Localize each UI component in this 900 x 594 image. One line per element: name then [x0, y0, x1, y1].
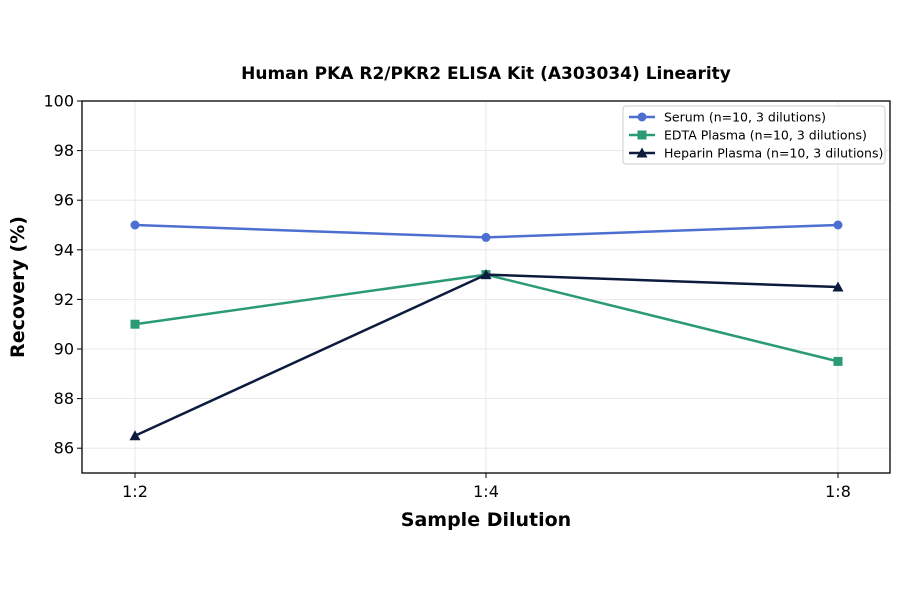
y-tick-label: 92 [54, 290, 74, 309]
legend-marker-heparin-plasma [636, 147, 648, 158]
series-line-heparin-plasma [134, 273, 839, 437]
x-axis-ticks: 1:2 1:4 1:8 [122, 473, 851, 501]
series-heparin-plasma [129, 269, 844, 441]
legend: Serum (n=10, 3 dilutions) EDTA Plasma (n=… [622, 105, 886, 165]
y-tick-label: 90 [54, 340, 74, 359]
y-axis-label: Recovery (%) [7, 216, 29, 358]
y-axis-ticks: 86 88 90 92 94 96 98 100 [43, 92, 82, 458]
legend-marker-serum [637, 112, 647, 122]
data-point-serum [833, 220, 843, 230]
x-tick-label: 1:4 [473, 482, 499, 501]
legend-label-serum: Serum (n=10, 3 dilutions) [664, 110, 826, 125]
data-point-edta-plasma [833, 356, 843, 366]
data-point-heparin-plasma [129, 430, 141, 441]
series-serum [130, 220, 843, 242]
y-tick-label: 100 [43, 92, 74, 111]
series-group [129, 220, 844, 441]
y-tick-label: 98 [54, 141, 74, 160]
y-tick-label: 96 [54, 191, 74, 210]
y-tick-label: 88 [54, 389, 74, 408]
legend-label-edta-plasma: EDTA Plasma (n=10, 3 dilutions) [664, 128, 867, 143]
x-tick-label: 1:2 [122, 482, 148, 501]
legend-marker-edta-plasma [637, 130, 647, 140]
y-tick-label: 94 [54, 240, 74, 259]
data-point-serum [130, 220, 140, 230]
data-point-edta-plasma [130, 319, 140, 329]
x-axis-label: Sample Dilution [401, 509, 571, 531]
legend-label-heparin-plasma: Heparin Plasma (n=10, 3 dilutions) [664, 146, 883, 161]
legend-box [622, 105, 886, 165]
series-line-edta-plasma [134, 273, 839, 363]
data-point-heparin-plasma [480, 269, 492, 280]
data-point-heparin-plasma [832, 281, 844, 292]
chart-title: Human PKA R2/PKR2 ELISA Kit (A303034) Li… [241, 64, 731, 84]
y-tick-label: 86 [54, 439, 74, 458]
x-tick-label: 1:8 [825, 482, 851, 501]
data-point-serum [481, 232, 491, 242]
